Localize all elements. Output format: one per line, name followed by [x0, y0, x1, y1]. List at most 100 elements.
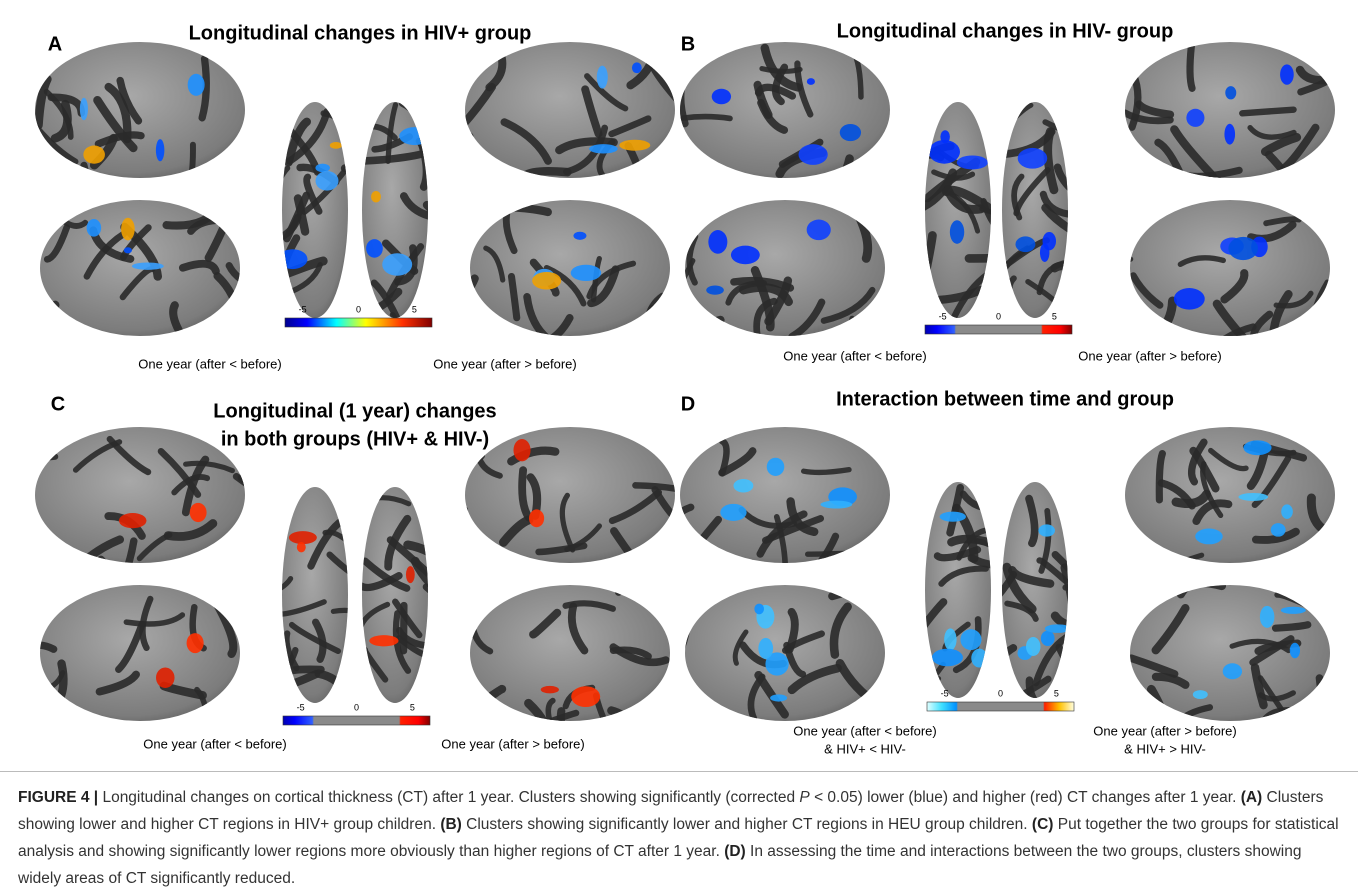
cluster [731, 246, 760, 265]
cluster [708, 230, 727, 254]
sulcus [1090, 218, 1132, 236]
sulcus [238, 700, 286, 705]
sulcus [680, 593, 688, 651]
sulcus [877, 50, 903, 75]
cluster [940, 512, 966, 522]
brain-base [35, 427, 245, 563]
view-label: & HIV+ < HIV- [824, 741, 906, 756]
sulcus [906, 679, 939, 681]
cluster [944, 628, 956, 650]
sulcus [804, 470, 849, 473]
cluster [807, 78, 815, 85]
sulcus [808, 553, 858, 554]
panel-letter: B [681, 33, 695, 55]
cluster [754, 604, 764, 615]
sulcus [1211, 176, 1233, 201]
cluster [529, 509, 544, 527]
brain-surface [435, 42, 683, 223]
sulcus [6, 305, 55, 335]
sulcus [1276, 625, 1308, 628]
cluster [83, 146, 105, 164]
sulcus [1059, 647, 1089, 689]
cluster [807, 220, 831, 241]
cluster [1238, 493, 1268, 501]
colorbar [927, 702, 1074, 711]
cluster [1225, 86, 1236, 99]
cluster [632, 62, 642, 73]
panel-title: in both groups (HIV+ & HIV-) [221, 428, 489, 450]
cluster [406, 566, 415, 583]
brain-surface [439, 427, 693, 597]
sulcus [662, 325, 695, 362]
colorbar-tick-label: 0 [356, 304, 361, 314]
cluster [957, 156, 988, 170]
brain-surface [14, 427, 292, 602]
cluster [798, 144, 827, 165]
cluster [1040, 243, 1050, 262]
caption-italic: P [799, 789, 809, 806]
sulcus [446, 167, 487, 197]
view-label: One year (after > before) [1078, 348, 1221, 363]
separator [0, 771, 1358, 772]
view-label: One year (after > before) [441, 736, 584, 751]
colorbar-tick-label: -5 [299, 304, 307, 314]
panel-title: Longitudinal changes in HIV+ group [189, 22, 532, 44]
sulcus [439, 509, 465, 563]
sulcus [233, 662, 291, 680]
sulcus [525, 171, 567, 175]
cluster [940, 130, 950, 143]
cluster [121, 218, 135, 241]
sulcus [1190, 46, 1192, 88]
cluster [840, 124, 861, 141]
sulcus [47, 720, 71, 749]
cluster [187, 633, 204, 653]
cluster [382, 253, 412, 276]
cluster [369, 635, 398, 646]
sulcus [832, 586, 868, 596]
view-label: One year (after < before) [138, 356, 281, 371]
sulcus [486, 167, 487, 223]
cluster [960, 629, 981, 650]
sulcus [35, 167, 58, 197]
sulcus [341, 306, 352, 363]
caption-text: Longitudinal changes on cortical thickne… [98, 789, 799, 806]
cluster [1223, 663, 1242, 679]
colorbar-tick-label: 5 [412, 304, 417, 314]
sulcus [427, 205, 458, 242]
figure-caption: FIGURE 4 | Longitudinal changes on corti… [18, 784, 1343, 892]
cluster [1243, 440, 1271, 455]
cluster [1290, 643, 1300, 659]
sulcus [29, 304, 46, 353]
cluster [1174, 288, 1205, 310]
cluster [541, 686, 559, 693]
caption-item-text: Clusters showing significantly lower and… [462, 816, 1032, 833]
colorbar-tick-label: 0 [354, 702, 359, 712]
colorbar-tick-label: 5 [410, 702, 415, 712]
cluster [733, 479, 753, 493]
brain-surface [1076, 42, 1343, 201]
sulcus [611, 711, 632, 737]
sulcus [697, 320, 721, 347]
cluster [289, 531, 317, 544]
colorbar [285, 318, 432, 327]
cluster [513, 439, 530, 461]
cluster [1041, 631, 1055, 646]
cluster [720, 504, 746, 521]
view-label: One year (after < before) [783, 348, 926, 363]
colorbar-tick-label: -5 [941, 688, 949, 698]
cluster [1038, 524, 1055, 536]
cluster [315, 164, 330, 173]
panel-title: Interaction between time and group [836, 388, 1174, 410]
view-label: & HIV+ > HIV- [1124, 741, 1206, 756]
cluster [1015, 236, 1035, 252]
sulcus [683, 117, 730, 119]
cluster [571, 265, 602, 281]
view-label: One year (after > before) [433, 356, 576, 371]
brain-surface [335, 487, 462, 703]
colorbar-tick-label: 5 [1052, 311, 1057, 321]
brain-surface [6, 200, 265, 353]
cluster [1186, 109, 1204, 127]
sulcus [681, 590, 713, 600]
cluster [706, 285, 724, 294]
brain-surface [995, 102, 1090, 346]
